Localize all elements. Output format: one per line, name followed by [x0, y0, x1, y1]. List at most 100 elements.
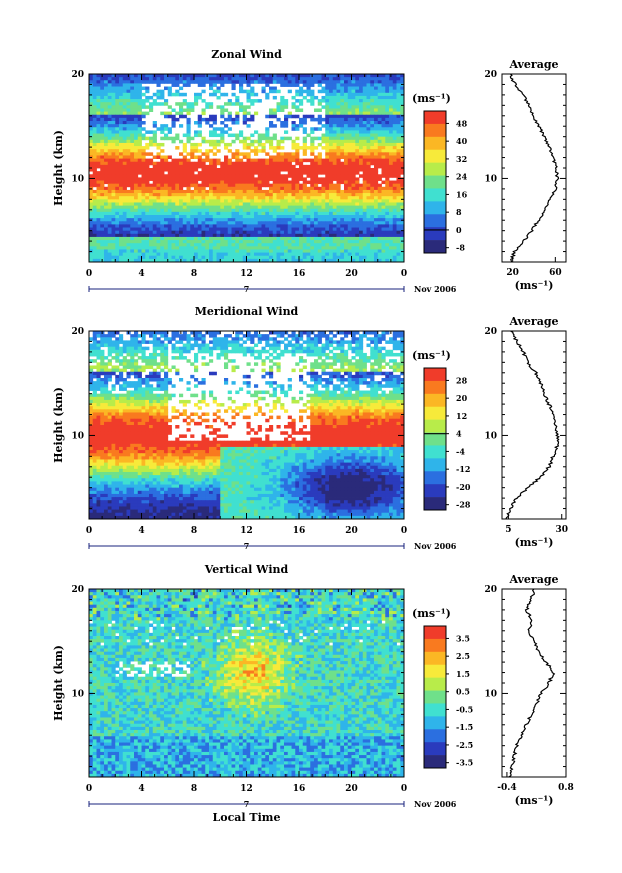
- heatmap-cell: [400, 180, 405, 185]
- heatmap-cell: [351, 133, 356, 138]
- heatmap-cell: [291, 352, 296, 357]
- heatmap-cell: [194, 177, 199, 181]
- heatmap-cell: [317, 171, 322, 175]
- heatmap-cell: [171, 114, 176, 119]
- heatmap-cell: [374, 199, 379, 203]
- heatmap-cell: [220, 136, 225, 141]
- heatmap-cell: [284, 99, 289, 103]
- heatmap-cell: [242, 111, 247, 116]
- heatmap-cell: [385, 130, 390, 134]
- heatmap-cell: [197, 189, 202, 194]
- heatmap-cell: [186, 337, 191, 341]
- heatmap-cell: [126, 180, 131, 185]
- heatmap-cell: [145, 146, 150, 150]
- heatmap-cell: [111, 139, 116, 144]
- heatmap-cell: [325, 255, 330, 260]
- heatmap-cell: [145, 221, 150, 225]
- heatmap-cell: [374, 186, 379, 191]
- heatmap-cell: [227, 230, 232, 235]
- heatmap-cell: [119, 193, 124, 197]
- heatmap-cell: [122, 161, 127, 166]
- heatmap-cell: [152, 142, 157, 147]
- heatmap-cell: [171, 252, 176, 257]
- heatmap-cell: [325, 189, 330, 194]
- heatmap-cell: [201, 236, 206, 241]
- heatmap-cell: [156, 343, 161, 348]
- heatmap-cell: [216, 252, 221, 257]
- heatmap-cell: [306, 243, 311, 247]
- heatmap-cell: [119, 142, 124, 147]
- heatmap-cell: [167, 340, 172, 344]
- heatmap-cell: [355, 86, 360, 91]
- heatmap-cell: [291, 186, 296, 191]
- heatmap-cell: [149, 211, 154, 216]
- heatmap-cell: [201, 243, 206, 247]
- heatmap-cell: [122, 152, 127, 156]
- heatmap-cell: [171, 92, 176, 97]
- heatmap-cell: [216, 183, 221, 188]
- heatmap-cell: [359, 243, 364, 247]
- heatmap-cell: [299, 255, 304, 260]
- heatmap-cell: [344, 252, 349, 257]
- heatmap-cell: [257, 139, 262, 144]
- heatmap-cell: [400, 243, 405, 247]
- heatmap-cell: [111, 146, 116, 150]
- heatmap-cell: [145, 111, 150, 116]
- heatmap-cell: [332, 252, 337, 257]
- heatmap-cell: [122, 111, 127, 116]
- heatmap-cell: [302, 121, 307, 125]
- heatmap-cell: [194, 130, 199, 134]
- heatmap-cell: [329, 227, 334, 232]
- heatmap-cell: [89, 105, 94, 109]
- heatmap-cell: [377, 218, 382, 222]
- heatmap-cell: [149, 236, 154, 241]
- heatmap-cell: [396, 149, 401, 153]
- heatmap-cell: [347, 121, 352, 125]
- heatmap-cell: [400, 343, 405, 348]
- heatmap-cell: [332, 199, 337, 203]
- heatmap-cell: [370, 186, 375, 191]
- heatmap-cell: [362, 171, 367, 175]
- heatmap-cell: [362, 80, 367, 84]
- heatmap-cell: [156, 230, 161, 235]
- heatmap-cell: [340, 133, 345, 138]
- heatmap-cell: [370, 152, 375, 156]
- heatmap-cell: [336, 340, 341, 344]
- heatmap-cell: [254, 158, 259, 163]
- heatmap-cell: [100, 215, 105, 219]
- heatmap-cell: [100, 124, 105, 128]
- heatmap-cell: [179, 337, 184, 341]
- heatmap-cell: [276, 233, 281, 238]
- heatmap-cell: [111, 193, 116, 197]
- heatmap-cell: [190, 136, 195, 141]
- heatmap-cell: [246, 249, 251, 253]
- heatmap-cell: [396, 243, 401, 247]
- heatmap-cell: [145, 95, 150, 100]
- heatmap-cell: [107, 168, 112, 172]
- heatmap-cell: [389, 208, 394, 213]
- heatmap-cell: [235, 249, 240, 253]
- heatmap-cell: [261, 183, 266, 188]
- heatmap-cell: [149, 224, 154, 228]
- heatmap-cell: [299, 334, 304, 338]
- heatmap-cell: [220, 227, 225, 232]
- heatmap-cell: [239, 221, 244, 225]
- heatmap-cell: [302, 346, 307, 351]
- heatmap-cell: [212, 343, 217, 348]
- heatmap-cell: [257, 136, 262, 141]
- heatmap-cell: [182, 343, 187, 348]
- heatmap-cell: [92, 105, 97, 109]
- heatmap-cell: [362, 218, 367, 222]
- heatmap-cell: [96, 155, 101, 159]
- heatmap-cell: [287, 233, 292, 238]
- heatmap-cell: [130, 252, 135, 257]
- heatmap-cell: [239, 83, 244, 87]
- heatmap-cell: [269, 255, 274, 260]
- heatmap-cell: [137, 117, 142, 122]
- heatmap-cell: [194, 193, 199, 197]
- heatmap-cell: [280, 221, 285, 225]
- heatmap-cell: [224, 158, 229, 163]
- heatmap-cell: [197, 142, 202, 147]
- heatmap-cell: [340, 146, 345, 150]
- heatmap-cell: [134, 177, 139, 181]
